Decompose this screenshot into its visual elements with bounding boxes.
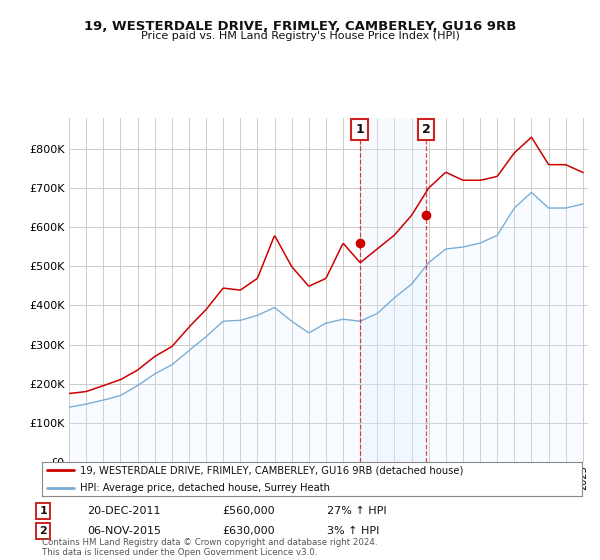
Text: Price paid vs. HM Land Registry's House Price Index (HPI): Price paid vs. HM Land Registry's House … bbox=[140, 31, 460, 41]
HPI: Average price, detached house, Surrey Heath: (2e+03, 3.1e+05): Average price, detached house, Surrey He… bbox=[197, 338, 205, 344]
Text: 1: 1 bbox=[355, 123, 364, 136]
19, WESTERDALE DRIVE, FRIMLEY, CAMBERLEY, GU16 9RB (detached house) bbox=[409, 211, 416, 218]
Bar bbox=[359, 118, 426, 462]
19, WESTERDALE DRIVE, FRIMLEY, CAMBERLEY, GU16 9RB (detached house) bbox=[452, 174, 460, 180]
HPI: Average price, detached house, Surrey Heath: (2.01e+03, 3.73e+05): Average price, detached house, Surrey He… bbox=[368, 312, 376, 319]
19, WESTERDALE DRIVE, FRIMLEY, CAMBERLEY, GU16 9RB (detached house) bbox=[65, 390, 73, 397]
HPI: Average price, detached house, Surrey Heath: (2.02e+03, 6.89e+05): Average price, detached house, Surrey He… bbox=[528, 189, 535, 196]
Text: 20-DEC-2011: 20-DEC-2011 bbox=[87, 506, 161, 516]
19, WESTERDALE DRIVE, FRIMLEY, CAMBERLEY, GU16 9RB (detached house) bbox=[579, 169, 586, 176]
Text: 06-NOV-2015: 06-NOV-2015 bbox=[87, 526, 161, 536]
Text: £630,000: £630,000 bbox=[222, 526, 275, 536]
HPI: Average price, detached house, Surrey Heath: (2.02e+03, 5.47e+05): Average price, detached house, Surrey He… bbox=[452, 245, 460, 251]
HPI: Average price, detached house, Surrey Heath: (2.02e+03, 6.59e+05): Average price, detached house, Surrey He… bbox=[579, 200, 586, 207]
Text: 27% ↑ HPI: 27% ↑ HPI bbox=[327, 506, 386, 516]
Text: 2: 2 bbox=[40, 526, 47, 536]
HPI: Average price, detached house, Surrey Heath: (2e+03, 1.4e+05): Average price, detached house, Surrey He… bbox=[65, 404, 73, 410]
Text: 19, WESTERDALE DRIVE, FRIMLEY, CAMBERLEY, GU16 9RB (detached house): 19, WESTERDALE DRIVE, FRIMLEY, CAMBERLEY… bbox=[80, 465, 463, 475]
Text: 19, WESTERDALE DRIVE, FRIMLEY, CAMBERLEY, GU16 9RB: 19, WESTERDALE DRIVE, FRIMLEY, CAMBERLEY… bbox=[84, 20, 516, 32]
HPI: Average price, detached house, Surrey Heath: (2.02e+03, 4.56e+05): Average price, detached house, Surrey He… bbox=[409, 280, 416, 287]
Text: HPI: Average price, detached house, Surrey Heath: HPI: Average price, detached house, Surr… bbox=[80, 483, 330, 493]
19, WESTERDALE DRIVE, FRIMLEY, CAMBERLEY, GU16 9RB (detached house) bbox=[528, 134, 535, 141]
19, WESTERDALE DRIVE, FRIMLEY, CAMBERLEY, GU16 9RB (detached house) bbox=[197, 311, 205, 318]
19, WESTERDALE DRIVE, FRIMLEY, CAMBERLEY, GU16 9RB (detached house) bbox=[157, 350, 164, 357]
19, WESTERDALE DRIVE, FRIMLEY, CAMBERLEY, GU16 9RB (detached house) bbox=[298, 274, 305, 281]
Text: 2: 2 bbox=[422, 123, 430, 136]
Text: £560,000: £560,000 bbox=[222, 506, 275, 516]
Text: 1: 1 bbox=[40, 506, 47, 516]
19, WESTERDALE DRIVE, FRIMLEY, CAMBERLEY, GU16 9RB (detached house) bbox=[368, 250, 376, 256]
HPI: Average price, detached house, Surrey Heath: (2.01e+03, 3.43e+05): Average price, detached house, Surrey He… bbox=[298, 324, 305, 331]
Text: Contains HM Land Registry data © Crown copyright and database right 2024.
This d: Contains HM Land Registry data © Crown c… bbox=[42, 538, 377, 557]
Text: 3% ↑ HPI: 3% ↑ HPI bbox=[327, 526, 379, 536]
Line: HPI: Average price, detached house, Surrey Heath: HPI: Average price, detached house, Surr… bbox=[69, 193, 583, 407]
HPI: Average price, detached house, Surrey Heath: (2e+03, 2.32e+05): Average price, detached house, Surrey He… bbox=[157, 368, 164, 375]
Line: 19, WESTERDALE DRIVE, FRIMLEY, CAMBERLEY, GU16 9RB (detached house): 19, WESTERDALE DRIVE, FRIMLEY, CAMBERLEY… bbox=[69, 137, 583, 394]
